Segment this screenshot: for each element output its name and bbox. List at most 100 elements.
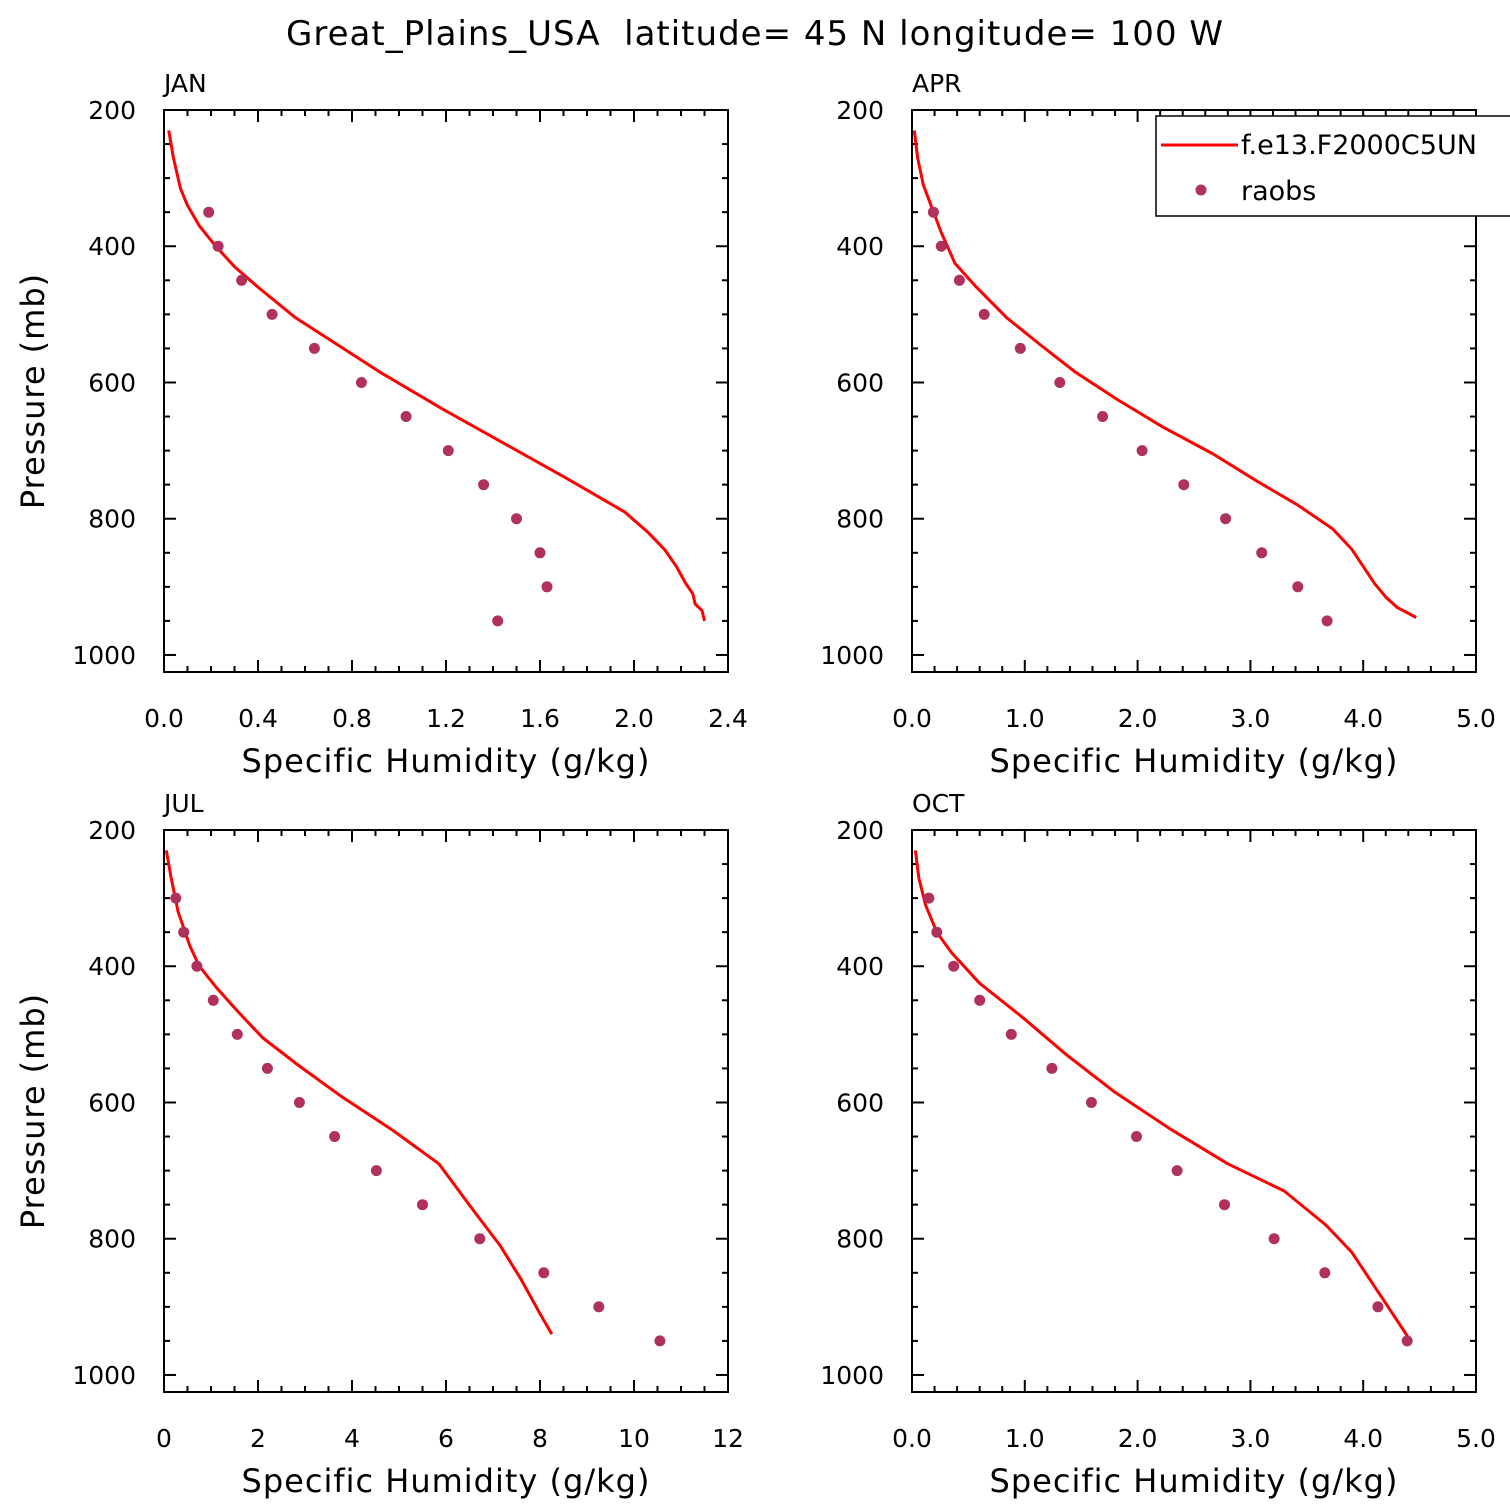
apr-panel-label: APR <box>912 69 962 98</box>
apr-y-tick-label: 600 <box>836 368 884 397</box>
apr-x-tick-label: 4.0 <box>1343 704 1383 733</box>
jan-x-tick-label: 0.8 <box>332 704 372 733</box>
jan-raobs-point <box>511 513 522 525</box>
jan-y-tick-label: 600 <box>88 368 136 397</box>
jan-raobs-point <box>541 581 553 593</box>
oct-x-tick-label: 0.0 <box>892 1424 932 1453</box>
jul-x-tick-label: 0 <box>156 1424 172 1453</box>
jul-y-tick-label: 400 <box>88 952 136 981</box>
oct-axes-frame <box>911 829 1477 1393</box>
jan-raobs-point <box>355 377 367 388</box>
oct-y-tick-label: 1000 <box>820 1361 884 1390</box>
apr-raobs-point <box>1256 547 1268 559</box>
jul-raobs-point <box>293 1097 305 1108</box>
jan-x-tick-label: 1.6 <box>520 704 560 733</box>
oct-panel-label: OCT <box>912 789 965 818</box>
jul-raobs-point <box>654 1335 666 1347</box>
apr-raobs-point <box>1321 615 1333 627</box>
jul-x-tick-label: 12 <box>712 1424 744 1453</box>
oct-raobs-point <box>974 994 986 1006</box>
jul-raobs-point <box>329 1131 341 1142</box>
jan-raobs-point <box>534 547 546 559</box>
jan-y-tick-label: 400 <box>88 232 136 261</box>
apr-axes-frame <box>911 109 1477 673</box>
jan-x-tick-label: 0.4 <box>238 704 278 733</box>
jan-raobs-point <box>266 308 278 320</box>
jul-raobs-point <box>474 1233 486 1245</box>
panel-oct: OCT 0.0 1.0 2.0 3.0 4.0 5.0 200 400 600 800 1000 Spe… <box>820 789 1496 1500</box>
jul-raobs-point <box>170 892 182 904</box>
apr-x-tick-label: 5.0 <box>1456 704 1496 733</box>
oct-raobs-point <box>1401 1335 1413 1347</box>
apr-raobs-point <box>927 206 939 218</box>
jan-panel-label: JAN <box>162 69 207 98</box>
jul-x-tick-label: 8 <box>532 1424 548 1453</box>
apr-y-tick-label: 200 <box>836 96 884 125</box>
jul-x-tick-label: 10 <box>618 1424 650 1453</box>
jul-raobs-point <box>593 1301 605 1313</box>
apr-raobs-point <box>953 274 965 286</box>
apr-model-line <box>912 130 1417 619</box>
oct-x-tick-label: 2.0 <box>1118 1424 1158 1453</box>
apr-raobs-point <box>1014 342 1026 354</box>
jul-x-tick-label: 6 <box>438 1424 454 1453</box>
jan-y-tick-label: 200 <box>88 96 136 125</box>
apr-x-tick-label: 3.0 <box>1231 704 1271 733</box>
oct-x-tick-label: 5.0 <box>1456 1424 1496 1453</box>
oct-x-tick-label: 3.0 <box>1231 1424 1271 1453</box>
jan-raobs-point <box>236 274 248 286</box>
oct-y-tick-label: 800 <box>836 1225 884 1254</box>
jan-x-tick-label: 2.0 <box>614 704 654 733</box>
oct-x-axis-label: Specific Humidity (g/kg) <box>990 1462 1399 1500</box>
jul-raobs-point <box>191 960 203 972</box>
oct-raobs-point <box>931 926 943 938</box>
apr-raobs-point <box>935 240 947 252</box>
legend-box <box>1155 115 1510 217</box>
jul-raobs-point <box>261 1062 273 1074</box>
oct-y-tick-label: 400 <box>836 952 884 981</box>
apr-raobs-point <box>1054 377 1066 388</box>
jan-y-axis-label: Pressure (mb) <box>14 273 52 509</box>
oct-raobs-point <box>1219 1199 1230 1211</box>
oct-x-tick-label: 1.0 <box>1005 1424 1045 1453</box>
apr-x-axis-label: Specific Humidity (g/kg) <box>990 742 1399 780</box>
apr-x-tick-label: 2.0 <box>1118 704 1158 733</box>
oct-raobs-point <box>1046 1062 1058 1074</box>
oct-raobs-point <box>1085 1097 1097 1108</box>
figure-title: Great_Plains_USA latitude= 45 N longitud… <box>286 14 1224 54</box>
oct-y-tick-label: 600 <box>836 1088 884 1117</box>
legend-obs-label: raobs <box>1241 176 1316 207</box>
jul-raobs-point <box>417 1199 428 1211</box>
jul-raobs-point <box>207 994 219 1006</box>
jul-x-tick-label: 4 <box>344 1424 360 1453</box>
jan-raobs-point <box>400 411 412 422</box>
oct-raobs-point <box>1171 1165 1183 1177</box>
legend: f.e13.F2000C5UN raobs <box>1155 115 1510 217</box>
jan-raobs-point <box>203 206 215 218</box>
oct-x-tick-label: 4.0 <box>1343 1424 1383 1453</box>
oct-raobs-point <box>1319 1267 1331 1279</box>
legend-model-label: f.e13.F2000C5UN <box>1241 130 1477 161</box>
jul-y-tick-label: 1000 <box>72 1361 136 1390</box>
oct-raobs-point <box>1005 1028 1017 1040</box>
jan-raobs-point <box>492 615 504 627</box>
apr-raobs-point <box>1178 479 1190 491</box>
jul-y-axis-label: Pressure (mb) <box>14 993 52 1229</box>
jan-model-line <box>167 130 706 622</box>
apr-x-tick-label: 0.0 <box>892 704 932 733</box>
jul-y-tick-label: 200 <box>88 816 136 845</box>
jul-x-axis-label: Specific Humidity (g/kg) <box>242 1462 651 1500</box>
jul-panel-label: JUL <box>162 789 204 818</box>
apr-raobs-point <box>1292 581 1304 593</box>
apr-y-tick-label: 400 <box>836 232 884 261</box>
oct-raobs-point <box>923 892 935 904</box>
jan-raobs-point <box>478 479 490 491</box>
oct-raobs-point <box>1268 1233 1280 1245</box>
panel-jul: JUL 0 2 4 6 8 10 12 200 400 600 800 1000 Specific Hum… <box>14 789 744 1500</box>
jan-x-tick-label: 0.0 <box>144 704 184 733</box>
jan-y-tick-label: 800 <box>88 505 136 534</box>
jul-y-tick-label: 800 <box>88 1225 136 1254</box>
panel-apr: APR 0.0 1.0 2.0 3.0 4.0 5.0 200 400 600 800 1000 Spe… <box>820 69 1496 780</box>
oct-raobs-point <box>948 960 960 972</box>
apr-raobs-point <box>1136 445 1148 457</box>
